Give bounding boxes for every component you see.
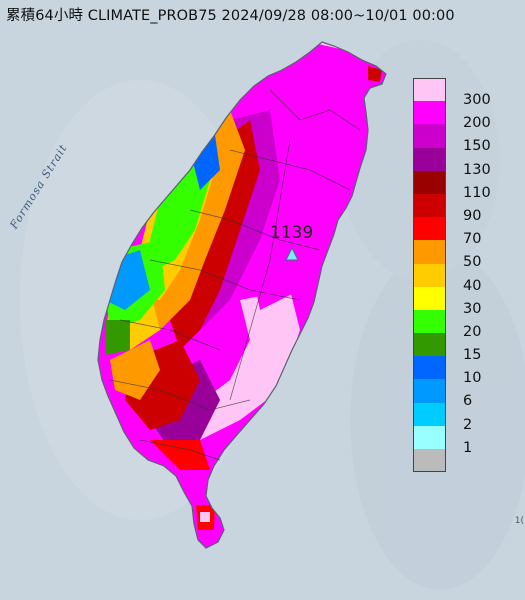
legend-row: 1: [413, 425, 519, 456]
legend-swatch: [413, 193, 446, 218]
legend-row: 150: [413, 124, 519, 154]
edge-fragment-label: 1(: [514, 516, 524, 526]
legend-swatch: [413, 170, 446, 194]
legend-label: 300: [463, 92, 491, 108]
legend-label: 10: [463, 370, 482, 387]
legend-label: 70: [463, 231, 482, 248]
legend-swatch: [413, 379, 446, 403]
legend-label: 110: [463, 184, 491, 201]
legend-row: 20: [413, 309, 519, 340]
zone-20: [150, 150, 210, 270]
legend-label: 2: [463, 416, 473, 433]
legend-swatch: [413, 356, 446, 380]
legend-label: 200: [463, 115, 491, 132]
legend-swatch: [413, 124, 446, 148]
legend-row: 70: [413, 217, 519, 247]
legend-label: 40: [463, 277, 482, 294]
legend-row: [413, 449, 519, 473]
legend-row: 50: [413, 240, 519, 270]
legend-swatch: [413, 449, 446, 473]
coastline: [97, 41, 387, 549]
county-boundaries: [109, 89, 361, 461]
legend-row: 30: [413, 286, 519, 317]
legend-row: 6: [413, 379, 519, 409]
legend-row: 10: [413, 356, 519, 386]
legend-row: 200: [413, 101, 519, 131]
map-title: 累積64小時 CLIMATE_PROB75 2024/09/28 08:00~1…: [6, 8, 455, 24]
legend-swatch: [413, 101, 446, 125]
legend-label: 20: [463, 323, 482, 340]
legend-swatch: [413, 78, 446, 102]
legend-label: 6: [463, 393, 473, 410]
legend-swatch: [413, 286, 446, 310]
legend-row: 300: [413, 78, 519, 108]
legend-swatch: [413, 263, 446, 287]
legend-label: 90: [463, 207, 482, 224]
legend-row: 40: [413, 263, 519, 294]
legend-label: 15: [463, 347, 482, 364]
legend-label: 150: [463, 138, 491, 155]
legend-label: 50: [463, 254, 482, 271]
legend-row: 90: [413, 193, 519, 224]
legend-row: 2: [413, 402, 519, 433]
station-marker-triangle: [285, 246, 299, 261]
legend-row: 130: [413, 147, 519, 178]
legend-swatch: [413, 402, 446, 426]
legend-row: 15: [413, 333, 519, 363]
legend-swatch: [413, 240, 446, 264]
station-max-value: 1139: [270, 223, 314, 243]
legend-label: 1: [463, 439, 473, 456]
legend-label: 130: [463, 161, 491, 178]
legend-row: 110: [413, 170, 519, 201]
legend-swatch: [413, 147, 446, 171]
legend-label: 30: [463, 300, 482, 317]
color-legend: 300 200 150 130 110 90 70 50 40 30 20 15 10 6 2 1: [413, 78, 519, 473]
legend-swatch: [413, 217, 446, 241]
legend-swatch: [413, 333, 446, 357]
legend-swatch: [413, 425, 446, 449]
legend-swatch: [413, 309, 446, 334]
